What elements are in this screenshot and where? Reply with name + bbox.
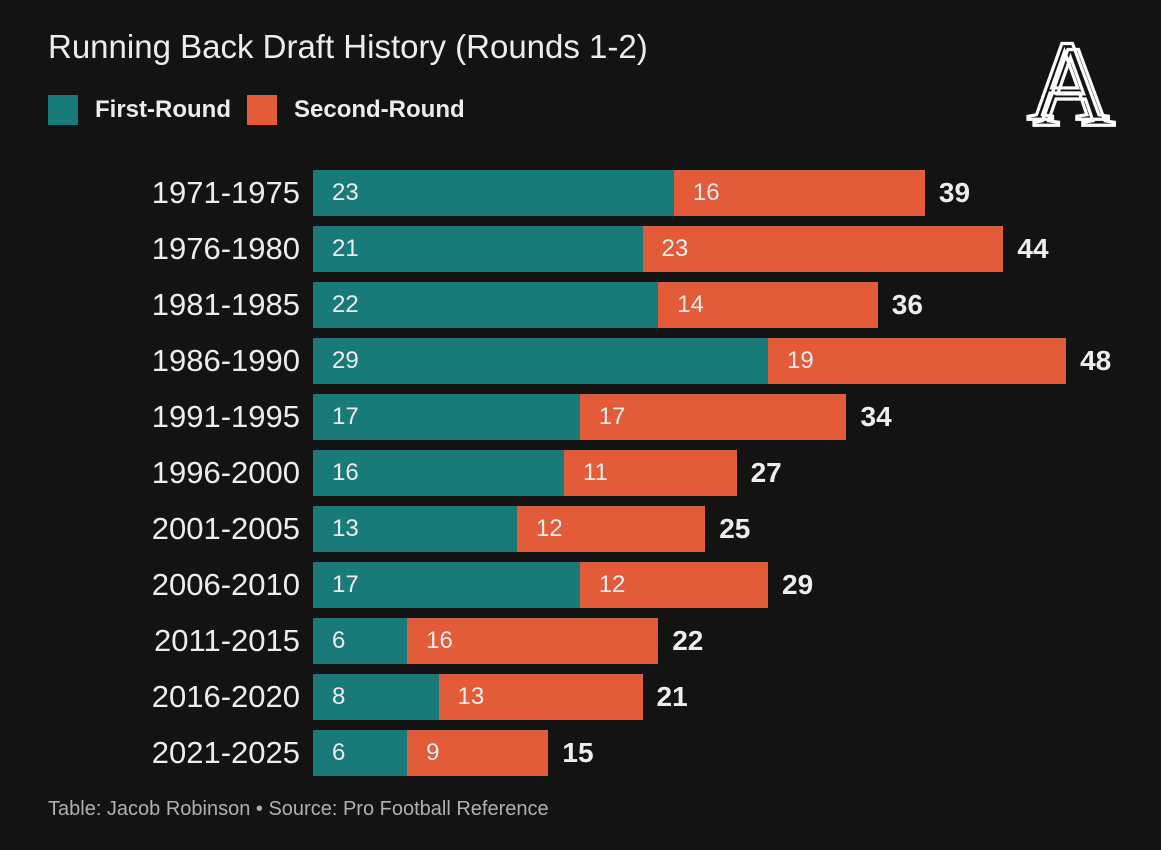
svg-text:A: A bbox=[1027, 38, 1109, 133]
